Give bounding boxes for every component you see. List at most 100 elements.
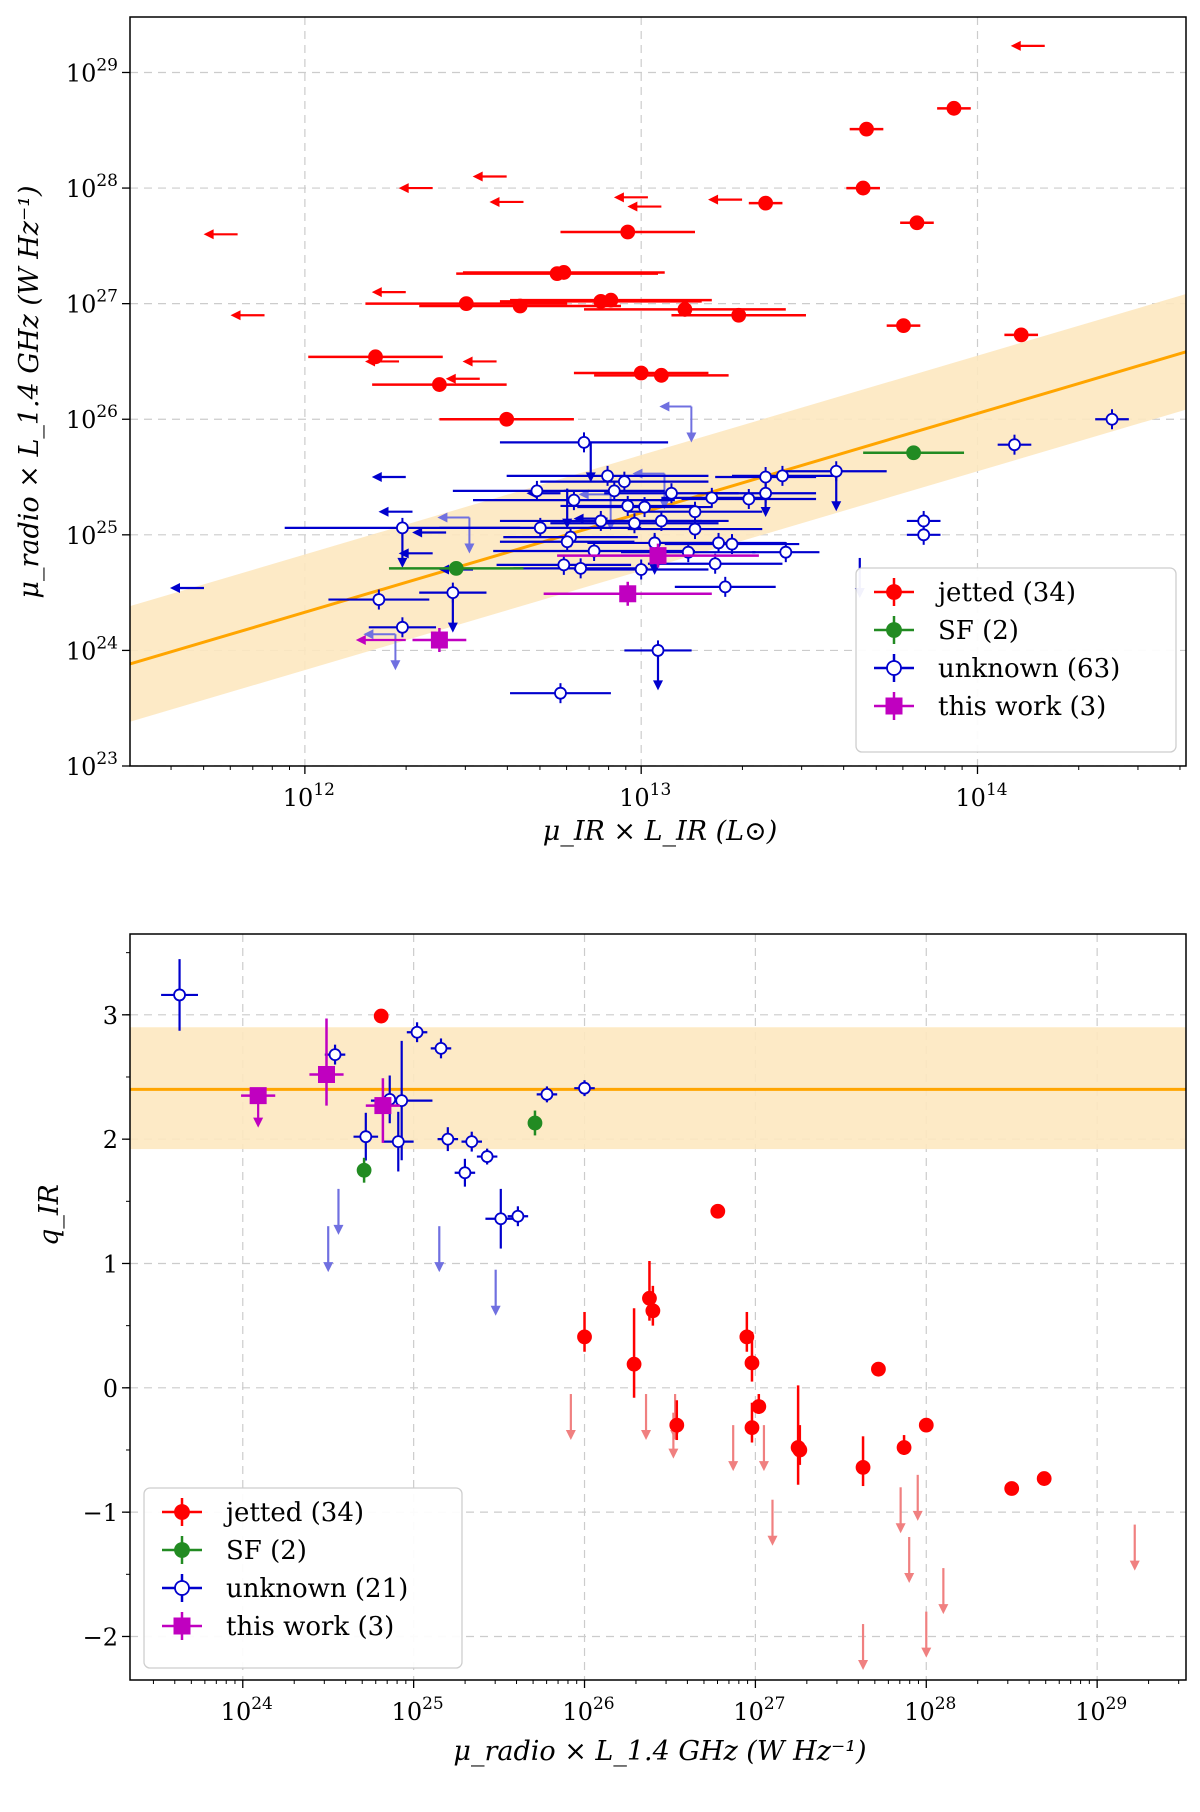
y-axis-title: μ_radio × L_1.4 GHz (W Hz⁻¹) xyxy=(14,185,45,598)
data-point xyxy=(779,545,793,559)
data-point xyxy=(1105,412,1119,426)
data-point xyxy=(359,1130,373,1144)
upper-limit-arrow-head xyxy=(858,1660,869,1671)
upper-limit-arrow-head xyxy=(333,1224,344,1235)
data-point xyxy=(886,584,902,600)
upper-limit-arrow-head xyxy=(253,1117,264,1128)
data-point xyxy=(174,1504,190,1520)
plot-area xyxy=(130,17,1186,766)
data-point xyxy=(688,522,702,536)
upper-limit-arrow-head xyxy=(371,472,382,483)
data-point xyxy=(896,318,911,334)
data-point xyxy=(391,1135,405,1149)
y-tick-label: 0 xyxy=(103,1375,118,1403)
data-point xyxy=(744,1355,760,1371)
upper-limit-arrow-head xyxy=(627,201,638,212)
x-tick-label: 1028 xyxy=(904,1694,956,1726)
x-tick-label: 1027 xyxy=(733,1694,785,1726)
legend: jetted (34) SF (2) unknown (21) this work (… xyxy=(143,1487,463,1669)
legend-label: jetted (34) xyxy=(935,578,1076,608)
data-point xyxy=(557,558,571,572)
data-point xyxy=(601,469,614,483)
data-point xyxy=(617,475,631,489)
data-point xyxy=(1036,1471,1052,1486)
data-point xyxy=(886,622,902,638)
data-point-square xyxy=(649,547,667,565)
y-tick-label: 1026 xyxy=(66,402,118,434)
data-point xyxy=(373,1008,389,1024)
upper-limit-arrow-head xyxy=(904,1573,915,1584)
data-point xyxy=(669,1417,685,1433)
data-point xyxy=(909,215,925,231)
upper-limit-arrow-head xyxy=(447,622,458,633)
data-point xyxy=(533,521,547,535)
data-point xyxy=(725,537,739,551)
data-point xyxy=(396,620,409,634)
data-markers xyxy=(161,959,1140,1671)
data-point-square xyxy=(619,585,637,603)
legend-box xyxy=(143,1487,463,1669)
data-point xyxy=(654,514,668,528)
data-point xyxy=(946,100,962,116)
upper-limit-arrow-head xyxy=(767,1535,778,1546)
upper-limit-arrow-head xyxy=(434,1262,445,1273)
y-tick-label: 3 xyxy=(103,1002,118,1030)
x-tick-label: 1025 xyxy=(392,1694,444,1726)
data-point xyxy=(567,493,581,507)
data-point xyxy=(688,505,702,519)
data-point xyxy=(621,499,635,513)
upper-limit-arrow-head xyxy=(613,192,624,203)
data-point xyxy=(759,486,773,500)
legend-label: this work (3) xyxy=(938,692,1106,722)
y-tick-label: −2 xyxy=(83,1623,118,1651)
data-point xyxy=(626,1356,642,1372)
faint-limit-arrow-head xyxy=(363,629,374,640)
y-tick-label: 1 xyxy=(103,1250,118,1278)
upper-limit-arrow-head xyxy=(323,1262,334,1273)
data-point xyxy=(708,557,722,571)
data-point xyxy=(1004,1481,1020,1496)
y-tick-label: 1024 xyxy=(66,633,118,665)
data-point xyxy=(906,445,921,461)
data-point xyxy=(917,528,931,542)
data-point xyxy=(855,1459,871,1475)
data-point xyxy=(554,686,567,700)
data-point-square xyxy=(430,631,448,649)
data-point xyxy=(651,644,665,657)
data-point xyxy=(446,586,460,600)
upper-limit-arrow-head xyxy=(758,1461,769,1472)
data-point xyxy=(917,514,931,528)
upper-limit-arrow-head xyxy=(653,680,663,691)
y-tick-label: −1 xyxy=(83,1499,118,1527)
upper-limit-arrow-head xyxy=(921,1647,932,1658)
data-point xyxy=(577,1329,592,1345)
upper-limit-arrow-head xyxy=(397,557,408,568)
data-point xyxy=(607,484,621,498)
data-point xyxy=(578,1081,591,1095)
data-point xyxy=(480,1150,494,1163)
data-point xyxy=(645,1303,661,1319)
data-point xyxy=(527,1115,543,1131)
upper-limit-arrow-head xyxy=(412,527,423,538)
data-point xyxy=(574,561,588,575)
data-point xyxy=(871,1361,886,1377)
data-point xyxy=(540,1087,554,1101)
data-point-square xyxy=(173,1617,191,1635)
data-point xyxy=(705,491,719,505)
data-point xyxy=(776,469,789,483)
data-point xyxy=(759,470,773,484)
data-point xyxy=(638,500,651,514)
data-point xyxy=(432,377,447,392)
y-axis-title: q_IR xyxy=(34,1184,65,1246)
faint-limit-arrow-head xyxy=(686,432,697,443)
bottom-panel-scatter: 1024 1025 1026 1027 1028 1029 −2 −1 0 1 2 3 μ_radio … xyxy=(34,933,1187,1767)
data-point xyxy=(368,349,383,365)
data-point xyxy=(556,265,572,280)
data-point xyxy=(560,535,574,549)
upper-limit-arrow-head xyxy=(371,287,382,298)
upper-limit-arrow-head xyxy=(912,1510,923,1521)
data-point xyxy=(328,1048,342,1062)
legend-box xyxy=(855,567,1177,753)
faint-limit-arrow-head xyxy=(659,499,670,510)
